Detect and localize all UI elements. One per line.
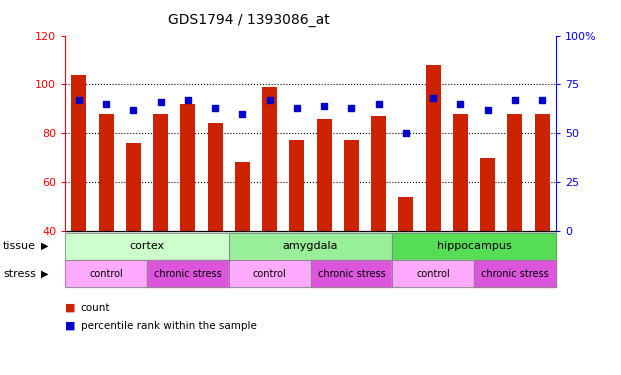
Bar (262, 87, 277, 231)
Bar (480, 158, 495, 231)
Text: control: control (253, 269, 286, 279)
Text: chronic stress: chronic stress (154, 269, 222, 279)
Text: cortex: cortex (129, 241, 165, 251)
Bar (507, 114, 522, 231)
Text: ▶: ▶ (41, 269, 48, 279)
Bar (535, 114, 550, 231)
Bar (425, 65, 441, 231)
Bar (126, 143, 141, 231)
Text: ▶: ▶ (41, 241, 48, 251)
Bar (453, 114, 468, 231)
Bar (207, 123, 222, 231)
Text: GDS1794 / 1393086_at: GDS1794 / 1393086_at (168, 13, 329, 27)
Bar (344, 141, 359, 231)
Bar (399, 196, 414, 231)
Bar (180, 104, 196, 231)
Bar (235, 162, 250, 231)
Bar (153, 114, 168, 231)
Bar (99, 114, 114, 231)
Bar (71, 75, 86, 231)
Text: percentile rank within the sample: percentile rank within the sample (81, 321, 256, 331)
Text: ■: ■ (65, 303, 76, 313)
Text: chronic stress: chronic stress (317, 269, 385, 279)
Text: amygdala: amygdala (283, 241, 338, 251)
Text: control: control (416, 269, 450, 279)
Bar (317, 118, 332, 231)
Text: control: control (89, 269, 123, 279)
Bar (371, 116, 386, 231)
Text: chronic stress: chronic stress (481, 269, 549, 279)
Bar (289, 141, 304, 231)
Text: count: count (81, 303, 111, 313)
Text: hippocampus: hippocampus (437, 241, 512, 251)
Text: stress: stress (3, 269, 36, 279)
Text: ■: ■ (65, 321, 76, 331)
Text: tissue: tissue (3, 241, 36, 251)
